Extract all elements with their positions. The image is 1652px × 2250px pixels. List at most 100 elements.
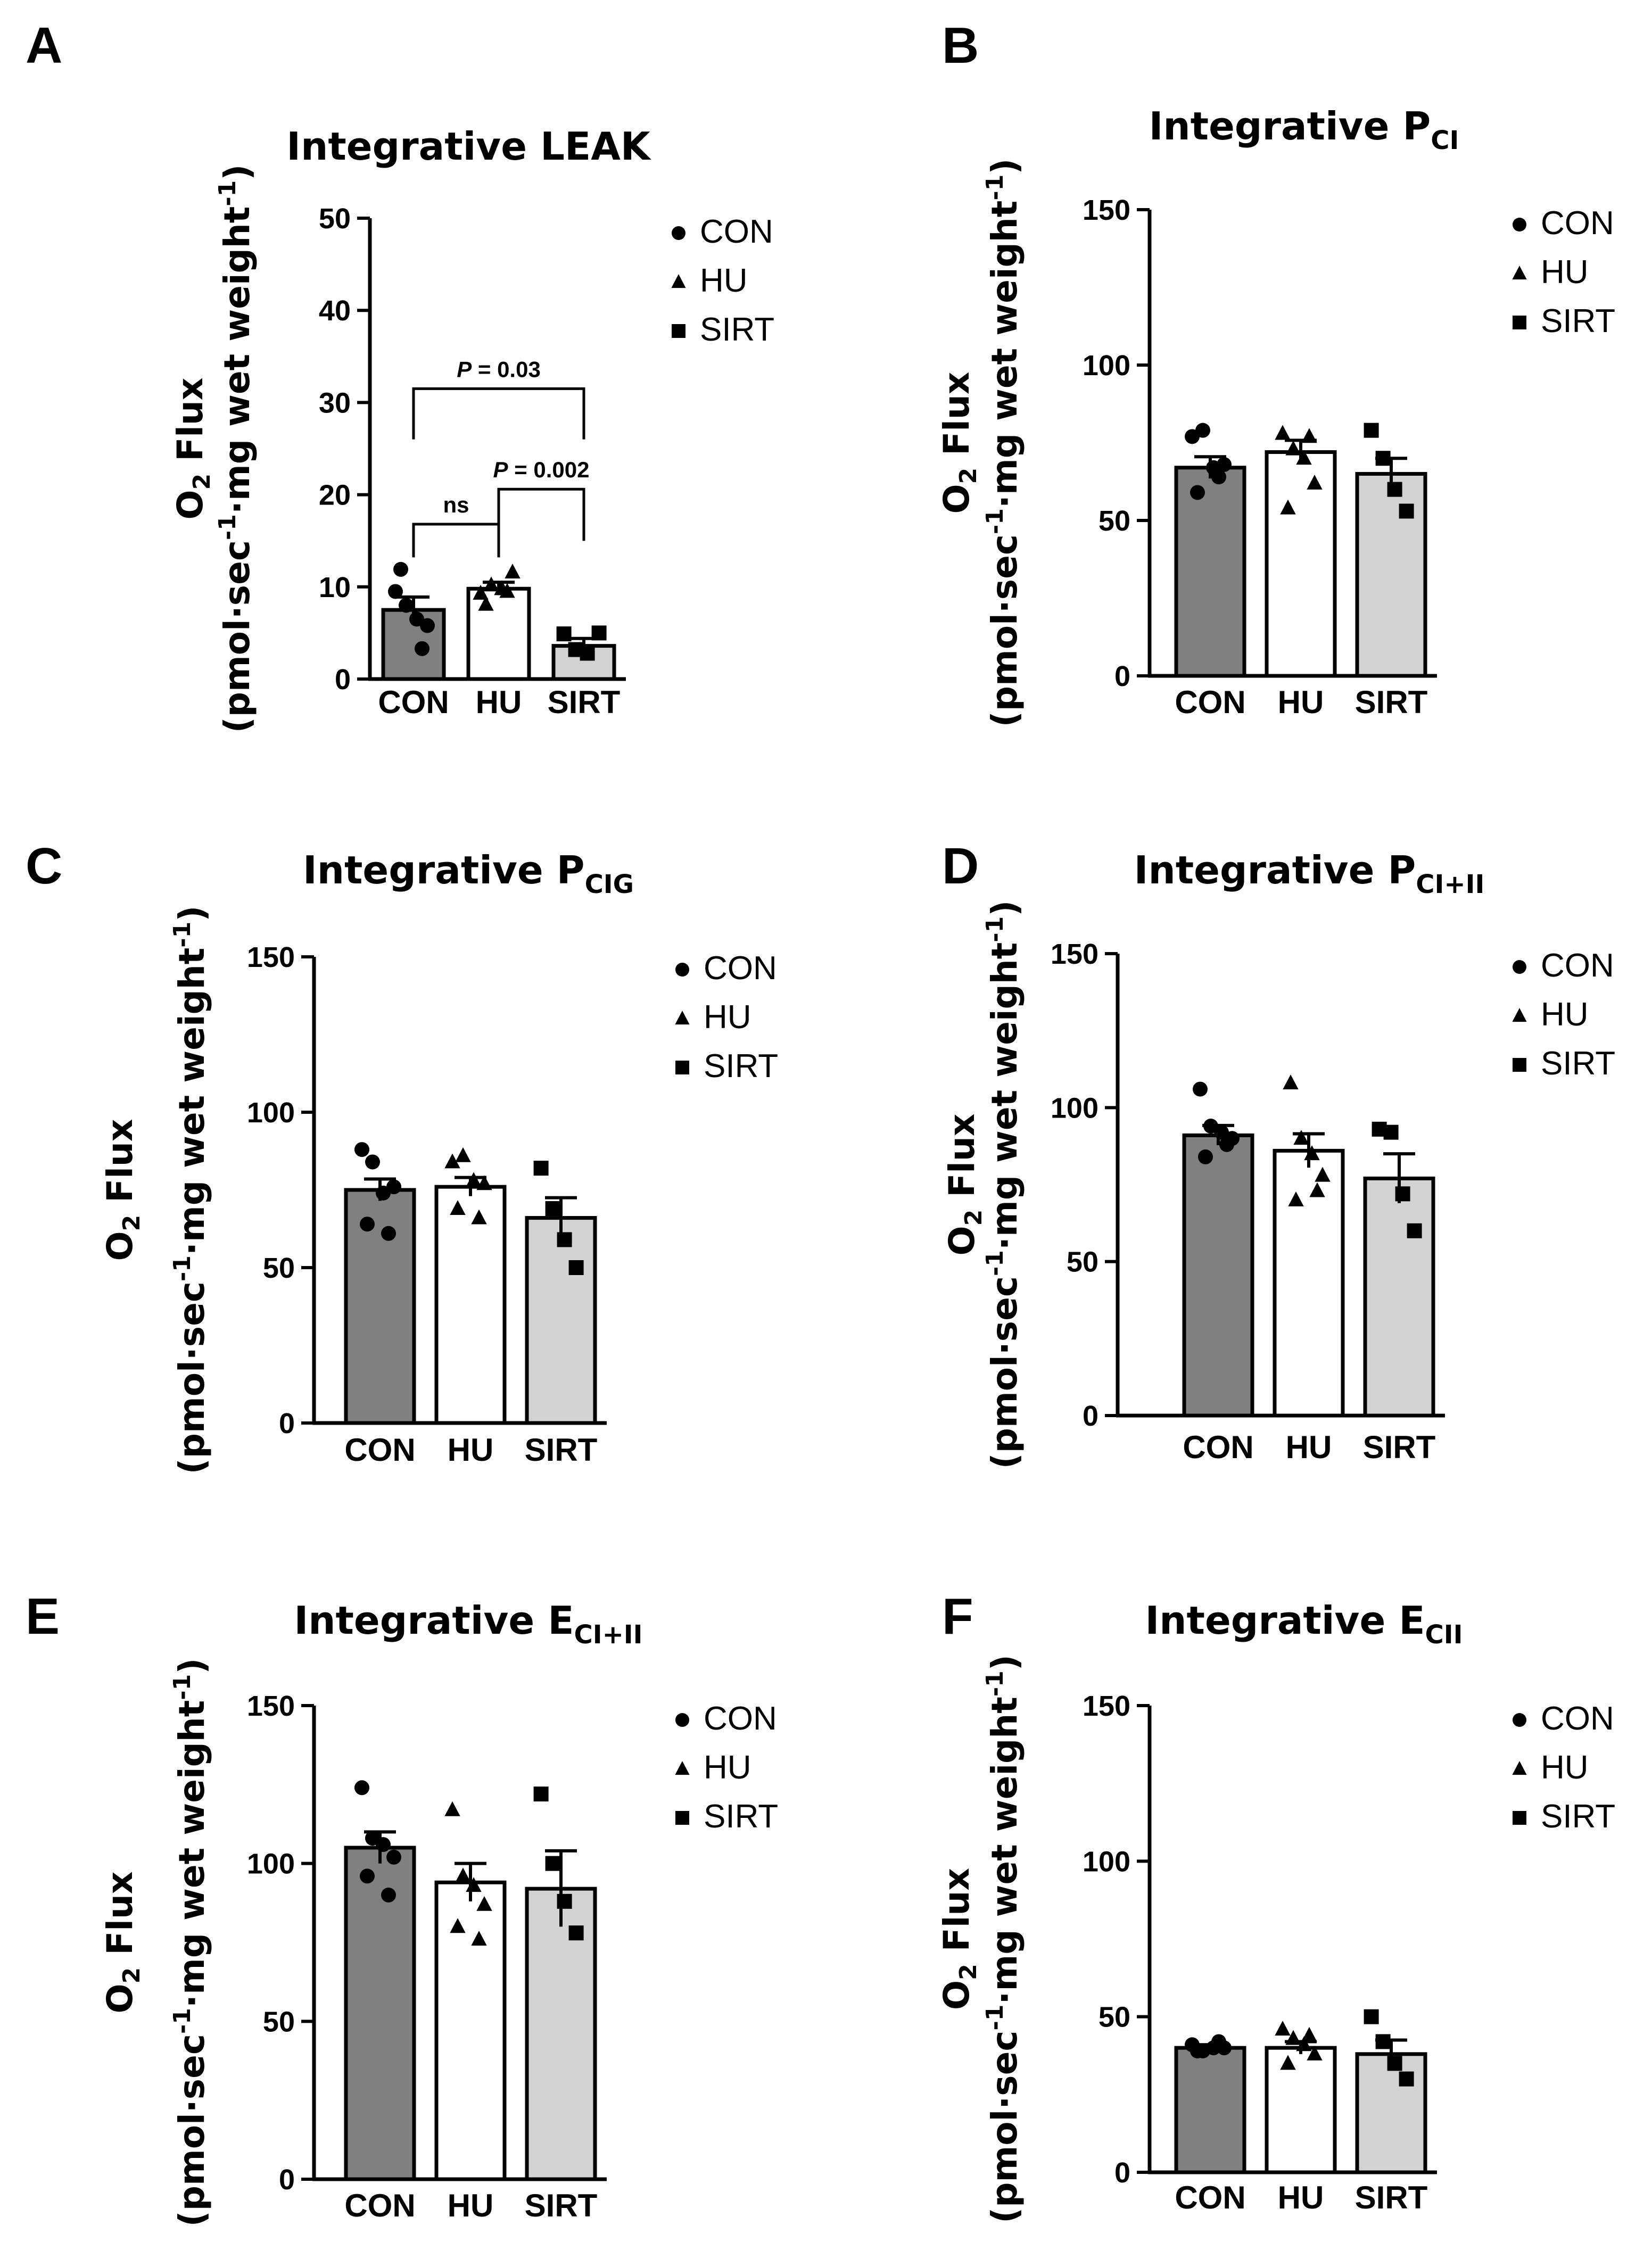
data-point-hu: [1285, 2030, 1301, 2045]
legend-marker-hu: [675, 1011, 690, 1025]
data-point-hu: [1296, 450, 1312, 465]
x-category-label: CON: [344, 2188, 415, 2223]
x-category-label: SIRT: [1355, 684, 1428, 720]
x-category-label: CON: [1183, 1429, 1253, 1465]
data-point-con: [399, 598, 414, 613]
y-axis-label-line1: O2 Flux: [100, 1119, 145, 1261]
y-tick-label: 50: [1098, 505, 1130, 537]
data-point-con: [1217, 457, 1232, 472]
data-point-sirt: [557, 1893, 572, 1909]
legend-label: SIRT: [704, 1048, 778, 1085]
data-point-con: [1193, 1081, 1208, 1097]
bar-hu: [434, 1880, 507, 2181]
y-axis-label-units-b: ·mg wet weight: [217, 206, 258, 514]
bar-hu: [1265, 2046, 1337, 2174]
data-point-hu: [1296, 2036, 1312, 2052]
y-axis-label-flux: Flux: [936, 372, 977, 468]
legend-label: HU: [704, 999, 751, 1036]
y-axis-label-units-a: (pmol·sec: [171, 2034, 212, 2227]
data-point-con: [1211, 469, 1226, 485]
legend-label: CON: [704, 1700, 777, 1737]
data-point-hu: [1293, 1130, 1309, 1145]
y-axis-label-sup1: -1: [981, 508, 1009, 534]
legend-label: HU: [1541, 1749, 1589, 1786]
chart-title-subscript: CII: [1425, 1620, 1463, 1650]
data-point-sirt: [545, 1856, 560, 1871]
bar-sirt: [1355, 471, 1427, 678]
data-point-sirt: [591, 625, 607, 641]
chart-title-subscript: CIG: [585, 870, 634, 899]
data-point-hu: [466, 1172, 482, 1187]
y-tick-label: 150: [247, 1690, 295, 1722]
y-tick-label: 0: [1083, 1400, 1098, 1432]
panel-letter: B: [942, 17, 979, 74]
bar-con: [344, 1846, 416, 2181]
data-point-con: [1195, 423, 1210, 438]
significance-label: ns: [443, 492, 469, 517]
y-axis-label-units-b: ·mg wet weight: [171, 948, 212, 1255]
legend-marker-con: [675, 963, 689, 977]
legend-label: HU: [1541, 996, 1589, 1033]
y-tick-label: 0: [279, 2164, 295, 2196]
chart-title-main: Integrative LEAK: [286, 124, 651, 169]
y-tick-label: 30: [319, 387, 351, 419]
data-point-hu: [455, 1147, 471, 1162]
y-tick-label: 100: [1051, 1092, 1098, 1124]
x-category-label: HU: [448, 2188, 494, 2223]
data-point-hu: [450, 1918, 466, 1933]
chart-title-main: Integrative E: [1145, 1598, 1425, 1643]
panel-letter: F: [942, 1588, 973, 1645]
y-axis-label-o: O: [936, 484, 977, 514]
data-point-con: [386, 1849, 401, 1865]
legend-marker-con: [672, 226, 685, 240]
y-axis-label-o: O: [170, 490, 211, 519]
y-tick-label: 0: [335, 664, 351, 696]
y-axis-label-units-a: (pmol·sec: [984, 1276, 1025, 1469]
bar-con: [1182, 1133, 1254, 1418]
chart-title: Integrative ECII: [1145, 1598, 1463, 1650]
y-axis-label-sup2: -1: [981, 916, 1009, 942]
legend-marker-con: [675, 1713, 689, 1727]
data-point-hu: [1275, 2021, 1291, 2036]
bar-sirt: [525, 1216, 597, 1425]
y-axis-label-line2: (pmol·sec-1·mg wet weight-1): [981, 159, 1025, 727]
significance-bracket: [412, 523, 500, 558]
data-point-hu: [499, 583, 515, 598]
legend-label: CON: [704, 950, 777, 987]
legend-label: SIRT: [1541, 1045, 1615, 1082]
y-axis-label-units-a: (pmol·sec: [984, 2031, 1025, 2223]
legend-marker-hu: [671, 274, 686, 288]
chart-title-main: Integrative E: [294, 1598, 574, 1643]
data-point-hu: [505, 564, 521, 579]
data-point-hu: [1283, 1074, 1299, 1090]
y-tick-label: 150: [247, 941, 295, 973]
y-axis-label-sup2: -1: [214, 180, 241, 206]
x-category-label: SIRT: [525, 2188, 598, 2223]
bar-con: [1174, 2046, 1246, 2174]
y-tick-label: 100: [1083, 350, 1130, 382]
data-point-hu: [1301, 2026, 1317, 2042]
y-axis-label-close: ): [984, 1655, 1025, 1670]
data-point-con: [360, 1217, 375, 1232]
y-axis-label-line2: (pmol·sec-1·mg wet weight-1): [214, 164, 258, 733]
y-axis-label-subscript: 2: [955, 468, 982, 484]
y-axis-label-units-b: ·mg wet weight: [984, 1697, 1025, 2004]
data-point-sirt: [1387, 482, 1402, 497]
y-axis-label-flux: Flux: [100, 1872, 141, 1967]
chart-title-main: Integrative P: [1149, 104, 1431, 148]
y-axis-label-flux: Flux: [941, 1114, 982, 1210]
panel-letter: A: [26, 17, 62, 74]
y-axis-label-sup1: -1: [214, 514, 241, 540]
chart-title-subscript: CI+II: [574, 1620, 643, 1650]
significance-value: = 0.002: [508, 457, 590, 482]
data-point-hu: [444, 1801, 460, 1816]
bar-hu: [1265, 450, 1337, 678]
data-point-hu: [1307, 2045, 1323, 2061]
y-axis-label-line1: O2 Flux: [100, 1872, 145, 2014]
y-axis-label-close: ): [984, 900, 1025, 916]
chart-title: Integrative PCI: [1149, 104, 1459, 155]
legend-label: SIRT: [700, 311, 774, 348]
y-axis-label-close: ): [171, 1658, 212, 1674]
panel-c: C Integrative PCIG 0 50 100 150 O2 Flux (pmol·s…: [26, 838, 778, 1474]
